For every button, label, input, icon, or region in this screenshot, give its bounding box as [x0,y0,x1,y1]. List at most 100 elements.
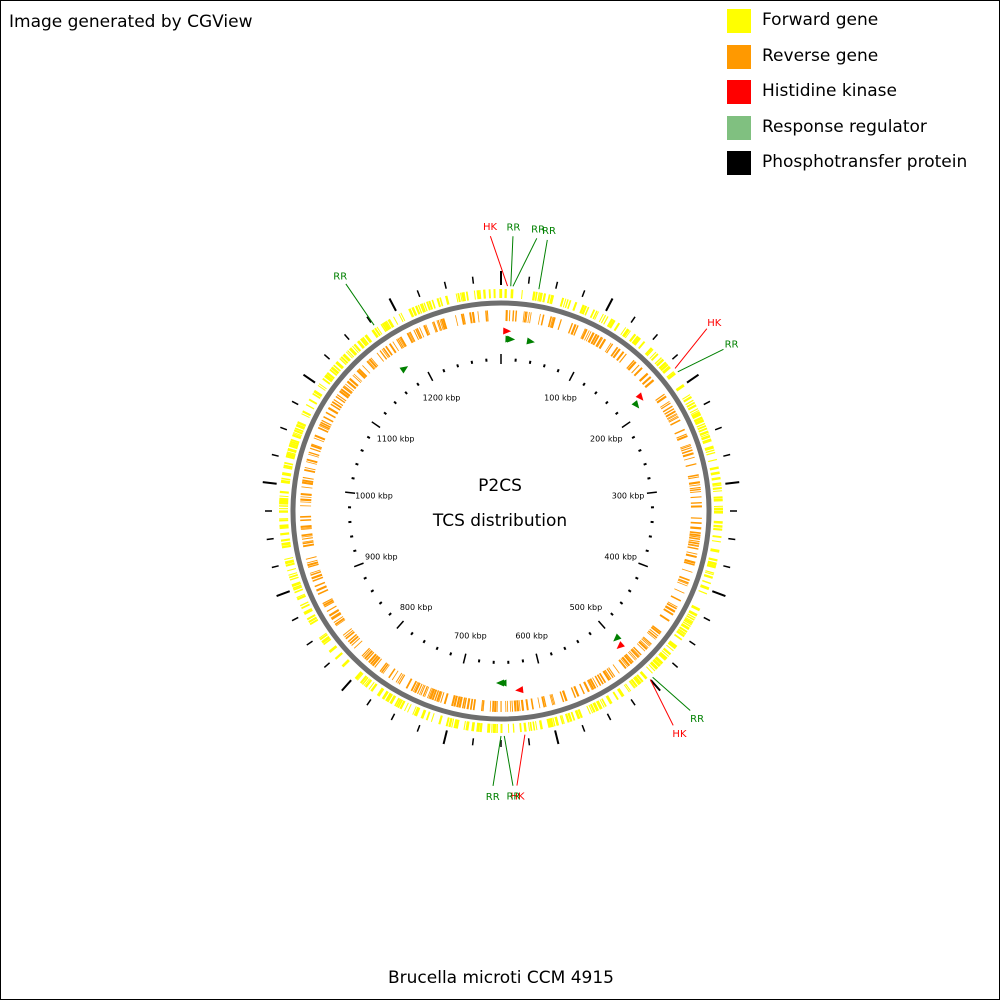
inner-tick [594,391,598,395]
reverse-gene [304,466,316,471]
forward-gene [712,486,722,490]
forward-gene [465,721,468,731]
reverse-gene [439,319,444,331]
reverse-gene [584,330,590,341]
forward-gene [521,289,523,300]
forward-gene [554,716,560,726]
forward-gene [318,383,327,390]
inner-tick [556,368,560,373]
forward-gene [577,708,583,719]
outer-tick [725,481,740,485]
forward-gene [592,310,598,320]
reverse-gene [477,311,480,323]
reverse-gene [399,336,407,347]
forward-gene [425,711,431,721]
forward-gene [713,524,723,528]
forward-gene [710,471,720,476]
hk-marker [635,392,644,401]
inner-tick [643,462,647,466]
forward-gene [291,581,301,588]
reverse-gene [349,635,359,645]
reverse-gene [305,556,317,560]
inner-tick [635,576,639,580]
forward-gene [453,719,458,729]
inner-tick [410,631,414,636]
reverse-gene [382,347,391,358]
reverse-gene [345,383,355,392]
inner-tick [363,576,367,580]
reverse-gene [612,348,621,359]
forward-gene [567,299,572,310]
reverse-gene [689,486,701,490]
reverse-gene [335,395,346,404]
forward-gene [414,707,421,717]
inner-tick [360,448,364,453]
reverse-gene [687,544,699,548]
legend-label: Forward gene [762,10,879,30]
reverse-gene [306,461,317,465]
reverse-gene [581,328,588,340]
reverse-gene [619,353,627,363]
rr-label: RR [333,272,347,283]
reverse-gene [689,488,701,492]
forward-gene [620,327,627,336]
forward-gene [399,700,406,710]
forward-gene [352,345,359,354]
forward-gene [704,571,714,576]
reverse-gene [639,640,649,649]
forward-gene [394,697,400,707]
forward-gene [682,621,691,628]
forward-gene [479,722,483,733]
reverse-gene [397,338,404,349]
reverse-gene [456,696,461,708]
outer-tick [323,662,331,669]
reverse-gene [335,619,346,627]
forward-gene [370,683,378,692]
credit-text: Image generated by CGView [9,12,253,32]
forward-gene [281,477,291,481]
outer-tick [341,679,352,692]
outer-tick [366,316,372,323]
forward-gene [281,471,292,477]
forward-gene [411,306,418,317]
inner-tick [528,360,532,364]
outer-tick [343,333,350,341]
reverse-gene [371,656,381,667]
forward-gene [412,706,417,715]
forward-gene [650,353,659,361]
forward-gene [649,351,657,359]
reverse-gene [606,668,614,679]
forward-gene [385,320,392,329]
reverse-gene [324,601,335,608]
reverse-gene [674,588,685,594]
reverse-gene [664,408,675,415]
forward-gene [608,319,616,329]
reverse-gene [370,357,379,367]
callout-line [345,283,375,326]
forward-gene [658,653,666,661]
forward-gene [362,336,370,345]
outer-tick [390,713,396,721]
reverse-gene [530,698,534,710]
reverse-gene [343,385,353,393]
outer-tick [606,713,612,721]
reverse-gene [679,575,690,582]
callout-line [649,679,674,726]
forward-gene [340,356,349,364]
forward-gene [385,692,392,702]
outer-tick [388,298,397,312]
forward-gene [414,305,421,315]
legend-swatch [727,9,751,33]
reverse-gene [587,679,595,690]
reverse-gene [451,695,456,707]
forward-gene [628,680,635,689]
forward-gene [342,353,351,362]
reverse-gene [626,359,635,370]
forward-gene [444,295,450,305]
legend-swatch [727,151,751,175]
forward-gene [616,687,625,698]
forward-gene [283,466,293,470]
reverse-gene [347,633,358,643]
forward-gene [712,484,722,487]
reverse-gene [667,413,678,420]
